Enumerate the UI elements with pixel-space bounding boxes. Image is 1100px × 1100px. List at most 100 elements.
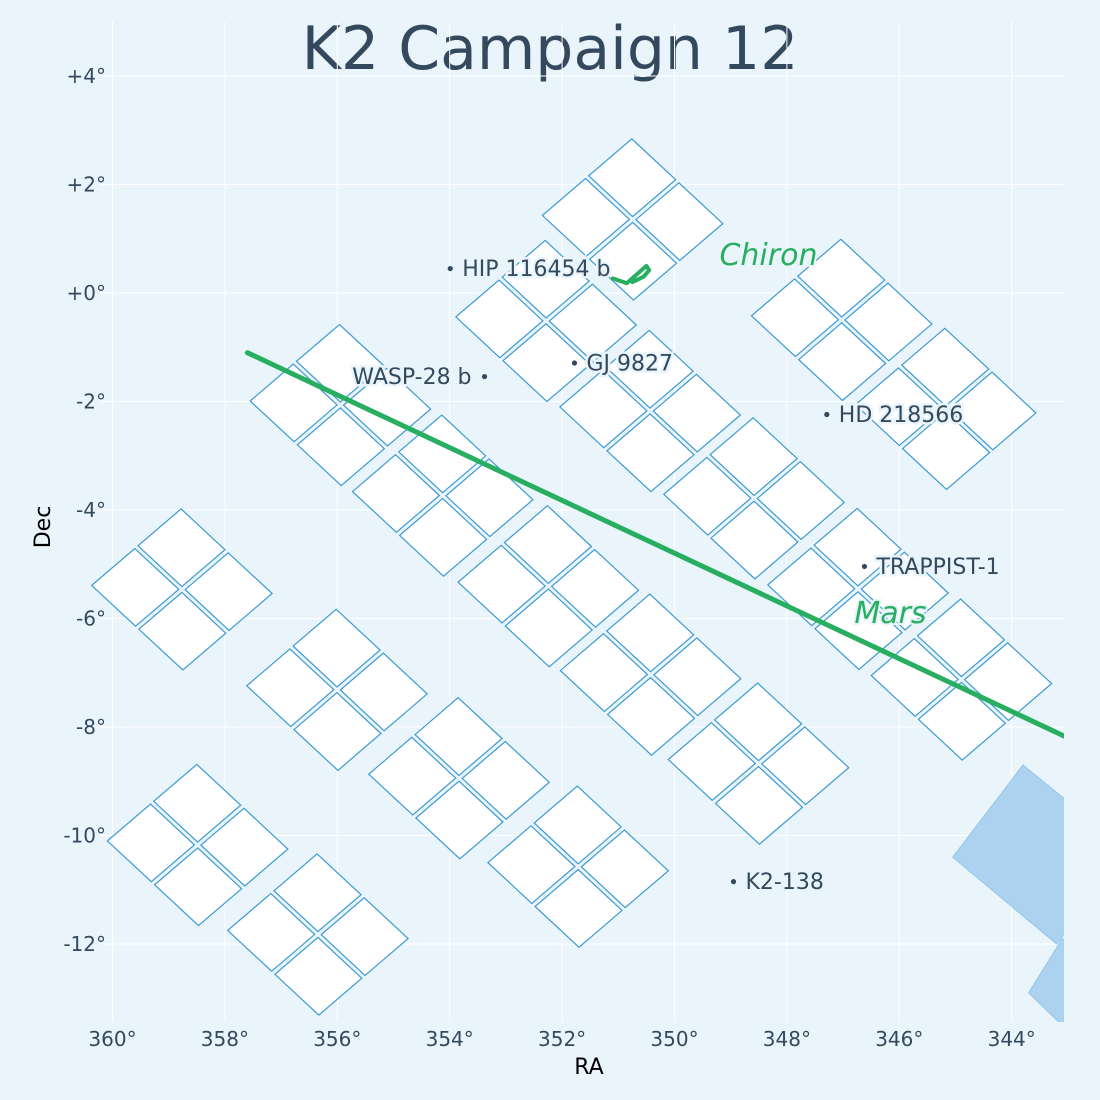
x-tick-label: 344° [988,1027,1036,1051]
ccd-channel [963,641,1053,722]
y-tick-label: -6° [76,607,106,631]
ccd-channel [398,497,488,578]
y-axis-label: Dec [31,506,56,549]
y-tick-label: -2° [76,390,106,414]
ccd-channel [320,896,410,977]
ccd-channel [533,785,623,865]
ccd-channel [559,632,649,713]
x-tick-label: 350° [650,1027,698,1051]
ccd-channel [367,736,457,816]
ccd-channel [813,507,902,587]
x-tick-label: 348° [763,1027,811,1051]
ccd-channel [501,239,591,319]
ccd-channel [457,544,547,624]
target-marker-hd-218566 [824,411,830,418]
ccd-channel [541,177,631,258]
ccd-channel [153,847,243,927]
y-tick-label: +2° [67,173,106,197]
target-label-hd-218566: HD 218566 [839,403,963,428]
ccd-channel [351,453,441,534]
ccd-channel [296,407,386,487]
ccd-channel [502,322,591,403]
ccd-module [245,608,429,772]
ccd-module [667,682,850,846]
ccd-module [106,763,289,927]
neighbor-field-module [1027,937,1064,1022]
target-markers: HIP 116454 b GJ 9827 WASP-28 b HD 218566 TRA… [350,255,1002,898]
ccd-channel [713,682,803,762]
ccd-channel [750,278,840,358]
ccd-channel [796,238,886,318]
ccd-channel [760,726,850,806]
ccd-channel [295,323,385,403]
ccd-channel [900,327,990,407]
ccd-channel [292,608,382,688]
ccd-module [750,238,933,402]
ccd-channel [273,853,362,933]
y-tick-label: -8° [76,715,106,739]
ccd-module [226,853,410,1016]
ccd-channel [137,591,227,671]
ccd-channel [414,780,504,860]
ccd-channel [90,547,180,628]
ccd-channel [652,373,742,453]
ccd-module [854,327,1037,491]
x-tick-label: 358° [201,1027,249,1051]
ccd-module [457,504,640,668]
ccd-channel [580,829,670,909]
ccd-channel [606,676,696,757]
ccd-channel [293,691,382,772]
ccd-channel [662,456,752,536]
y-tick-label: -10° [63,824,106,848]
ccd-channel [226,892,316,973]
target-label-trappist-1: TRAPPIST-1 [875,555,999,580]
ccd-channel [137,508,226,588]
ccd-channel [504,588,594,668]
ccd-channel [605,329,695,409]
x-tick-label: 346° [875,1027,923,1051]
ccd-module [662,416,846,580]
mars-label: Mars [854,596,926,631]
ccd-module [367,696,551,860]
y-tick-label: +0° [67,281,106,305]
x-tick-label: 354° [426,1027,474,1051]
ccd-footprint [90,138,1053,1016]
ccd-module [558,329,742,493]
ccd-channel [860,551,950,631]
ccd-channel [106,803,196,883]
y-tick-label: -4° [76,498,106,522]
x-tick-label: 356° [313,1027,361,1051]
ccd-channel [667,721,757,802]
chiron-track [610,263,652,286]
chiron-label: Chiron [719,238,817,273]
x-tick-label: 360° [88,1027,136,1051]
x-tick-label: 352° [538,1027,586,1051]
ccd-channel [587,138,677,218]
ccd-channel [534,868,623,949]
ccd-channel [454,279,544,359]
neighbor-field-footprints [952,764,1064,1022]
ccd-channel [606,413,695,493]
target-label-k2-138: K2-138 [746,870,824,895]
target-marker-gj-9827 [571,360,578,366]
ccd-channel [503,504,593,585]
y-axis-ticks: +4° +2° +0° -2° -4° -6° -8° -10° -12° [63,64,106,956]
chart-title: K2 Campaign 12 [302,14,799,84]
ccd-channel [710,500,799,580]
ccd-channel [245,648,335,728]
ccd-module [541,138,724,301]
ccd-channel [461,740,551,821]
ccd-channel [184,551,274,632]
ccd-channel [605,593,695,673]
ccd-channel [766,547,856,627]
ccd-channel [550,548,640,629]
target-label-gj-9827: GJ 9827 [586,351,673,376]
ccd-module [90,508,274,671]
solar-system-tracks: Mars Chiron [244,236,1064,739]
ccd-channel [634,181,724,262]
ccd-channel [273,936,363,1016]
ccd-channel [588,221,678,301]
mars-track [244,350,1064,739]
ccd-channel [249,363,339,443]
target-marker-trappist-1 [861,563,868,570]
